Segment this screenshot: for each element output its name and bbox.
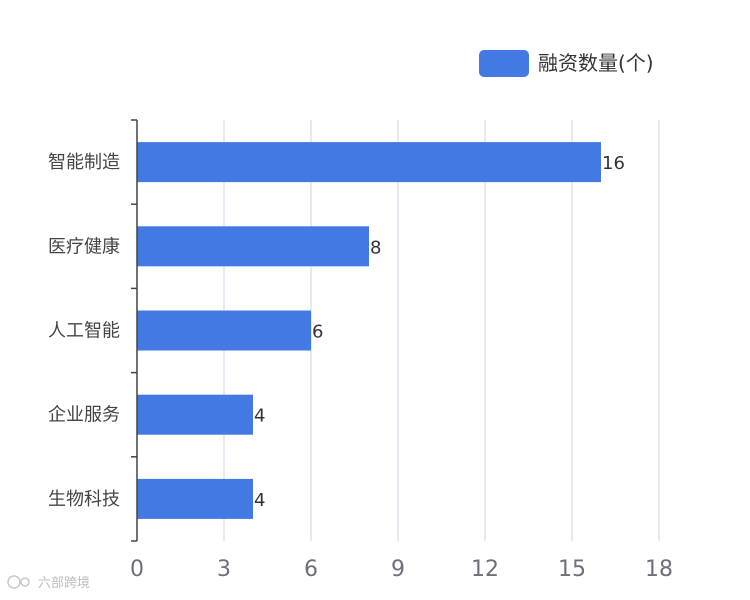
x-tick-label: 6 — [304, 557, 318, 582]
data-label: 4 — [254, 406, 265, 427]
watermark: 六部跨境 — [7, 575, 90, 591]
data-label: 4 — [254, 490, 265, 511]
y-category-label: 生物科技 — [48, 489, 120, 510]
watermark-text: 六部跨境 — [38, 576, 90, 591]
labels: 0 3 6 9 12 15 18 智能制造 16 医疗健康 8 人工智能 6 企业服务 4 生物科技 4 — [48, 152, 673, 582]
bars — [137, 142, 601, 519]
data-label: 16 — [602, 153, 625, 174]
x-tick-label: 15 — [558, 557, 586, 582]
watermark-logo-icon — [7, 575, 30, 589]
y-category-label: 智能制造 — [48, 152, 120, 173]
x-tick-label: 0 — [130, 557, 144, 582]
bar[interactable] — [137, 142, 601, 183]
x-tick-label: 9 — [391, 557, 405, 582]
bar[interactable] — [137, 310, 311, 351]
y-category-label: 人工智能 — [48, 321, 120, 342]
data-label: 6 — [312, 322, 323, 343]
bar[interactable] — [137, 226, 369, 267]
bar[interactable] — [137, 478, 253, 519]
axes — [131, 119, 138, 542]
data-label: 8 — [370, 237, 381, 258]
bar[interactable] — [137, 394, 253, 435]
grid-lines — [223, 120, 660, 541]
y-category-label: 医疗健康 — [48, 236, 120, 257]
x-tick-label: 18 — [645, 557, 673, 582]
legend-label: 融资数量(个) — [538, 51, 654, 75]
x-tick-label: 12 — [471, 557, 499, 582]
y-category-label: 企业服务 — [48, 405, 120, 426]
legend[interactable]: 融资数量(个) — [479, 50, 654, 77]
x-tick-label: 3 — [217, 557, 231, 582]
legend-swatch — [479, 50, 529, 77]
